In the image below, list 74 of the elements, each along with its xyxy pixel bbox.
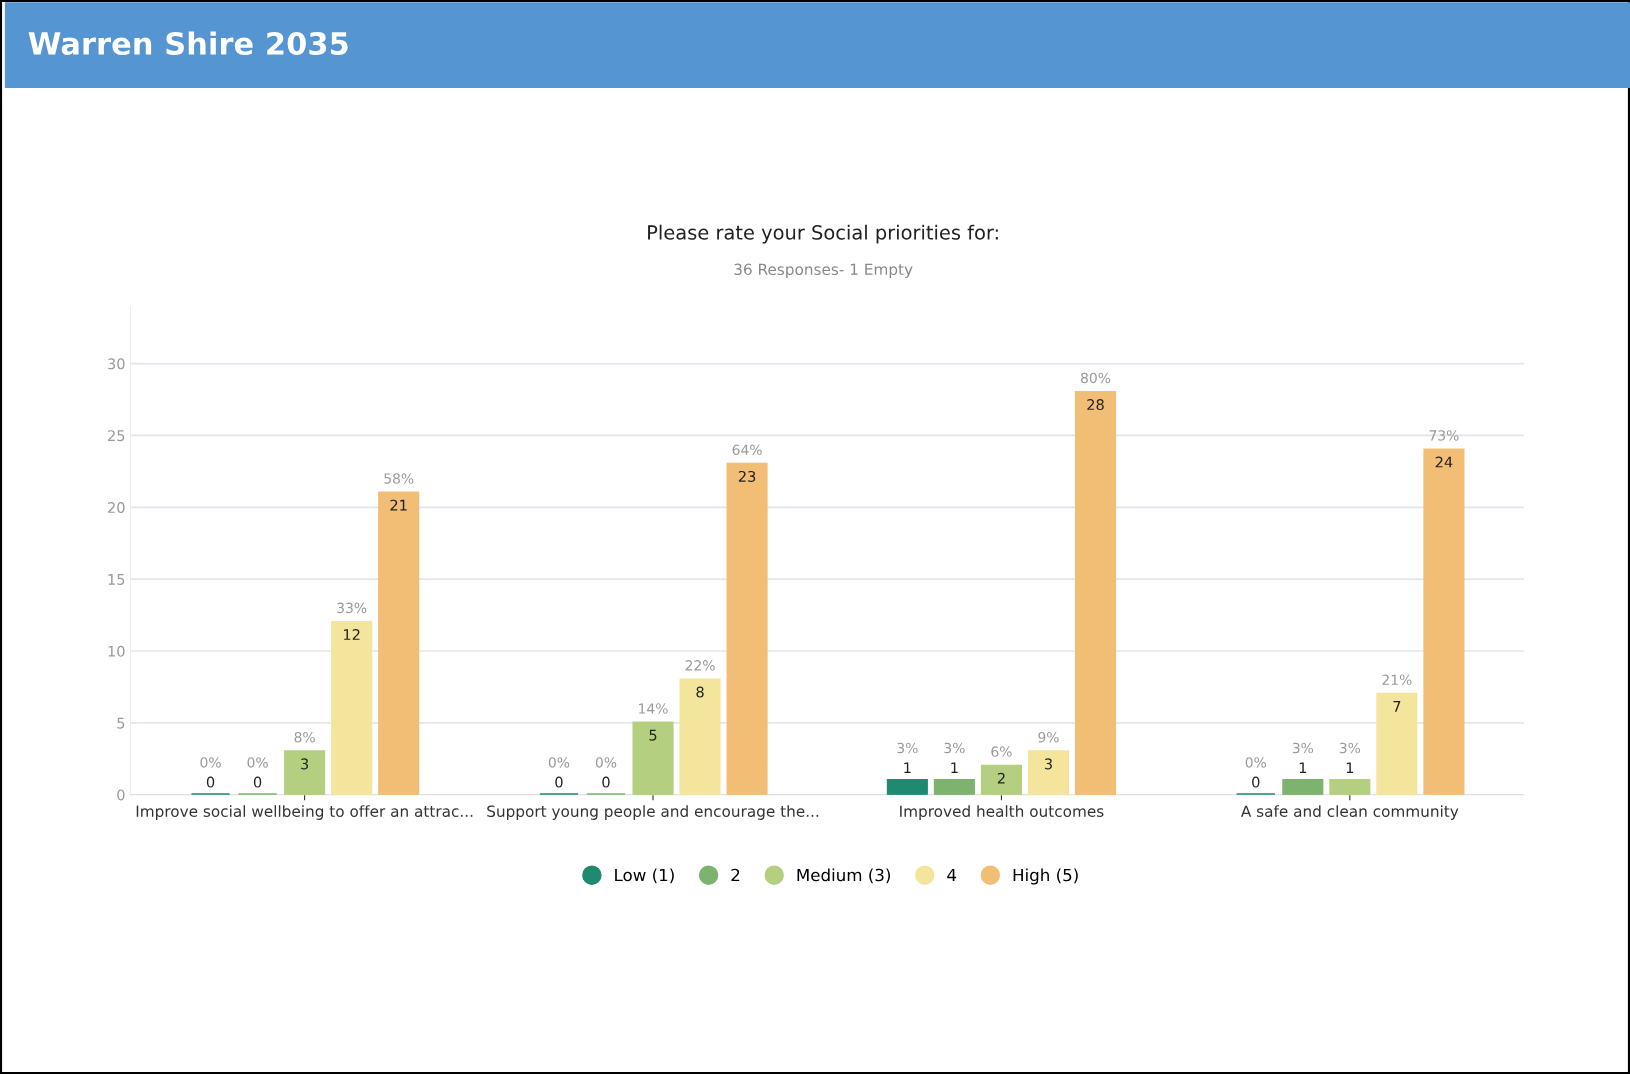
- chart-title: Warren Shire 2035: [28, 31, 348, 56]
- annotation: 0%: [247, 757, 268, 768]
- x-tick-label: A safe and clean community: [1240, 805, 1459, 820]
- data-label: 5: [649, 729, 657, 741]
- y-tick-label: 25: [108, 430, 125, 442]
- annotation: 3%: [944, 742, 965, 754]
- annotation: 9%: [1038, 731, 1059, 743]
- annotation: 8%: [294, 731, 315, 743]
- y-tick-label: 5: [117, 717, 125, 729]
- annotation: 0%: [1245, 757, 1267, 768]
- annotation: 0%: [595, 757, 617, 768]
- annotation: 22%: [685, 660, 715, 671]
- data-label: 21: [390, 499, 407, 511]
- x-tick-label: Improved health outcomes: [900, 805, 1104, 820]
- bar: [886, 779, 928, 795]
- bar: [933, 779, 975, 795]
- bar: [331, 620, 373, 795]
- y-tick-label: 10: [108, 645, 125, 657]
- annotation: 3%: [897, 742, 918, 754]
- bar: [1282, 779, 1324, 795]
- annotation: 0%: [200, 757, 221, 768]
- data-label: 2: [997, 772, 1005, 784]
- data-label: 0: [602, 776, 610, 788]
- data-label: 7: [1393, 701, 1401, 712]
- annotation: 21%: [1382, 674, 1412, 685]
- data-label: 1: [1299, 762, 1307, 774]
- bar: [378, 491, 420, 795]
- annotation: 33%: [337, 602, 367, 614]
- y-tick-label: 20: [108, 502, 125, 514]
- bar: [284, 750, 326, 795]
- data-label: 23: [738, 470, 756, 482]
- data-label: 0: [1252, 776, 1260, 788]
- data-label: 12: [343, 629, 360, 640]
- data-label: 0: [555, 776, 563, 788]
- data-label: 0: [253, 776, 262, 788]
- data-label: 28: [1087, 399, 1104, 411]
- legend-label: High (5): [1013, 868, 1078, 885]
- data-label: 8: [696, 686, 704, 698]
- data-label: 24: [1435, 456, 1453, 468]
- y-tick-label: 0: [117, 789, 125, 801]
- legend-label: Low (1): [615, 868, 674, 884]
- bar: [1329, 779, 1371, 795]
- bar: [679, 678, 721, 795]
- bar: [1423, 448, 1465, 795]
- data-label: 1: [951, 762, 958, 774]
- annotation: 6%: [991, 746, 1012, 757]
- annotation: 64%: [732, 444, 762, 456]
- annotation: 3%: [1339, 742, 1361, 754]
- legend-label: 2: [731, 868, 740, 882]
- data-label: 3: [1044, 758, 1052, 770]
- bar: [980, 764, 1022, 795]
- text: 36 Responses- 1 Empty: [734, 263, 913, 279]
- y-tick-label: 15: [108, 574, 125, 585]
- annotation: 73%: [1429, 430, 1459, 441]
- chart-subtitle: Please rate your Social priorities for:: [648, 224, 998, 244]
- y-tick-label: 30: [108, 358, 125, 370]
- bar: [1074, 390, 1117, 795]
- bar: [632, 721, 674, 795]
- annotation: 14%: [639, 703, 668, 714]
- legend-label: Medium (3): [797, 868, 890, 884]
- annotation: 58%: [384, 473, 414, 484]
- x-tick-label: Improve social wellbeing to offer an attrac...: [136, 805, 473, 820]
- x-tick-label: Support young people and encourage the...: [487, 805, 819, 820]
- legend-label: 4: [947, 868, 957, 882]
- annotation: 0%: [548, 757, 570, 768]
- data-label: 1: [904, 762, 911, 774]
- data-label: 0: [206, 776, 215, 788]
- bar: [1027, 750, 1070, 795]
- bar: [1376, 692, 1418, 795]
- bar: [726, 462, 768, 795]
- data-label: 1: [1346, 762, 1354, 774]
- data-label: 3: [301, 758, 309, 770]
- annotation: 3%: [1292, 742, 1314, 754]
- annotation: 80%: [1081, 372, 1111, 384]
